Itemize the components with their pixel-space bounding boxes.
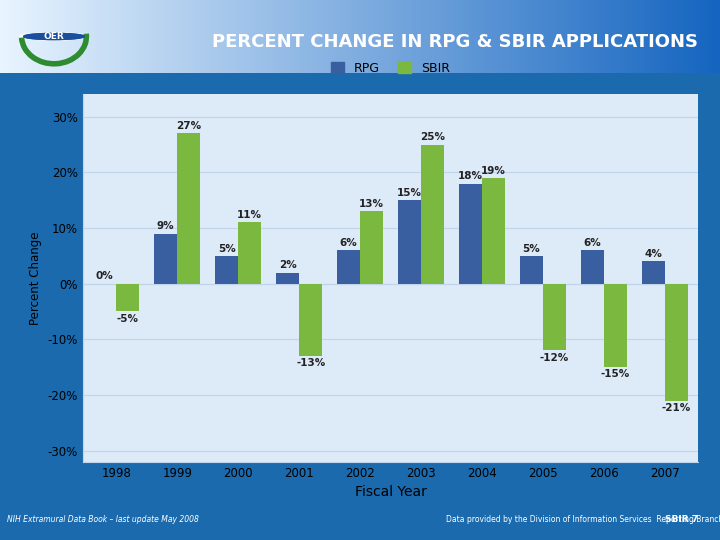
Bar (154, 234, 177, 284)
Bar (360, 211, 383, 284)
Text: 25%: 25% (420, 132, 445, 143)
Bar (177, 133, 200, 284)
Text: 2%: 2% (279, 260, 297, 271)
Text: -5%: -5% (117, 314, 139, 323)
Text: -13%: -13% (296, 358, 325, 368)
Bar (276, 273, 300, 284)
Text: 0%: 0% (96, 272, 114, 281)
Bar (581, 250, 604, 284)
Y-axis label: Percent Change: Percent Change (29, 231, 42, 325)
Bar (482, 178, 505, 284)
Text: 11%: 11% (238, 210, 262, 220)
Text: 9%: 9% (157, 221, 174, 231)
Text: -15%: -15% (601, 369, 630, 379)
Bar (604, 284, 627, 367)
Text: Data provided by the Division of Information Services  Reporting Branch: Data provided by the Division of Informa… (446, 515, 720, 524)
Text: PERCENT CHANGE IN RPG & SBIR APPLICATIONS: PERCENT CHANGE IN RPG & SBIR APPLICATION… (212, 33, 698, 51)
Bar (520, 256, 543, 284)
Bar (642, 261, 665, 284)
Bar (543, 284, 566, 350)
Text: 6%: 6% (340, 238, 357, 248)
Bar (238, 222, 261, 284)
X-axis label: Fiscal Year: Fiscal Year (355, 485, 426, 499)
Text: 4%: 4% (644, 249, 662, 259)
Text: OER: OER (44, 32, 64, 41)
Bar (421, 145, 444, 284)
Circle shape (24, 33, 84, 39)
Text: NIH Extramural Data Book – last update May 2008: NIH Extramural Data Book – last update M… (7, 515, 199, 524)
Bar (337, 250, 360, 284)
Text: -21%: -21% (662, 403, 691, 413)
Text: 6%: 6% (583, 238, 601, 248)
Text: 15%: 15% (397, 188, 422, 198)
Circle shape (19, 33, 89, 40)
Text: 18%: 18% (458, 171, 483, 181)
Bar (459, 184, 482, 284)
Text: 19%: 19% (481, 166, 506, 176)
Text: -12%: -12% (540, 353, 570, 363)
Bar (665, 284, 688, 401)
Bar (300, 284, 323, 356)
Text: 5%: 5% (523, 244, 540, 254)
Text: 13%: 13% (359, 199, 384, 209)
Text: SBIR 7: SBIR 7 (665, 515, 698, 524)
Circle shape (24, 33, 84, 39)
Bar (398, 200, 421, 284)
Bar (215, 256, 238, 284)
Bar (117, 284, 140, 312)
Legend: RPG, SBIR: RPG, SBIR (326, 57, 455, 80)
Text: 5%: 5% (217, 244, 235, 254)
Text: 27%: 27% (176, 121, 202, 131)
